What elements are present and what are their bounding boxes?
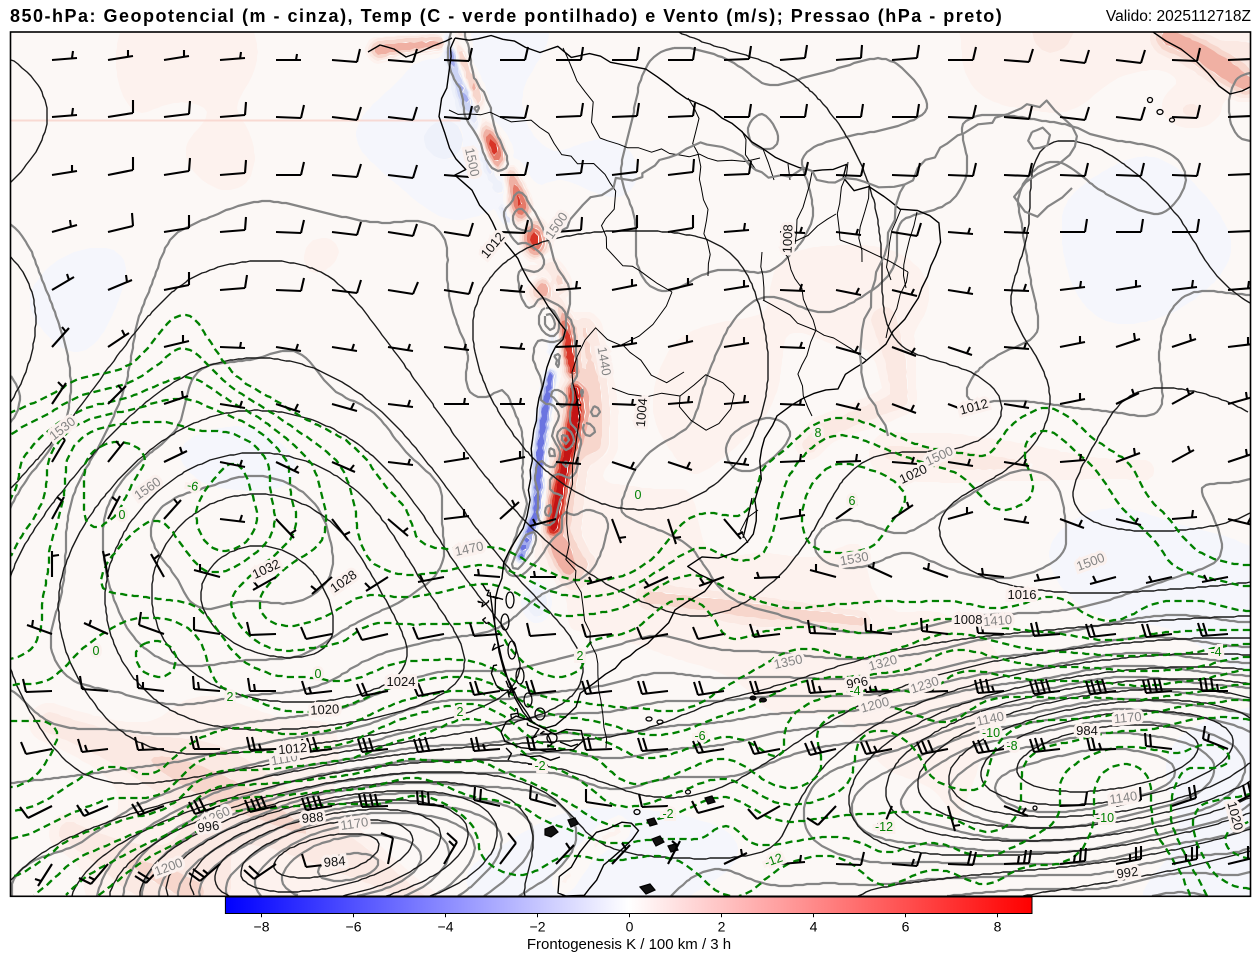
svg-text:-6: -6 bbox=[694, 729, 705, 743]
svg-text:-10: -10 bbox=[982, 726, 1000, 740]
svg-text:-4: -4 bbox=[1210, 645, 1221, 659]
svg-text:0: 0 bbox=[635, 488, 642, 502]
svg-text:−2: −2 bbox=[530, 919, 546, 935]
svg-text:1020: 1020 bbox=[310, 701, 340, 717]
svg-text:992: 992 bbox=[1116, 864, 1140, 882]
svg-text:Frontogenesis K / 100 km / 3 h: Frontogenesis K / 100 km / 3 h bbox=[527, 936, 731, 953]
svg-text:-4: -4 bbox=[849, 684, 860, 698]
svg-text:2: 2 bbox=[227, 690, 234, 704]
svg-text:−6: −6 bbox=[346, 919, 362, 935]
svg-text:−8: −8 bbox=[254, 919, 270, 935]
svg-text:6: 6 bbox=[849, 494, 856, 508]
svg-text:8: 8 bbox=[815, 426, 822, 440]
svg-text:-2: -2 bbox=[534, 759, 545, 773]
svg-text:1170: 1170 bbox=[1113, 709, 1142, 726]
svg-text:−4: −4 bbox=[438, 919, 454, 935]
svg-text:1012: 1012 bbox=[278, 740, 308, 757]
svg-text:-12: -12 bbox=[875, 820, 893, 834]
svg-text:1024: 1024 bbox=[387, 674, 416, 689]
svg-text:8: 8 bbox=[994, 919, 1002, 935]
svg-text:0: 0 bbox=[93, 644, 100, 658]
svg-text:2: 2 bbox=[577, 649, 584, 663]
svg-text:1008: 1008 bbox=[954, 612, 983, 627]
svg-text:988: 988 bbox=[301, 809, 324, 826]
svg-text:996: 996 bbox=[197, 818, 221, 836]
svg-text:-2: -2 bbox=[662, 807, 673, 821]
svg-text:984: 984 bbox=[1076, 723, 1098, 738]
svg-text:1004: 1004 bbox=[633, 398, 650, 428]
svg-text:Valido: 2025112718Z: Valido: 2025112718Z bbox=[1106, 8, 1251, 25]
svg-text:2: 2 bbox=[457, 705, 464, 719]
svg-text:1410: 1410 bbox=[983, 612, 1013, 629]
svg-text:0: 0 bbox=[626, 919, 634, 935]
svg-text:984: 984 bbox=[323, 853, 346, 870]
svg-text:-10: -10 bbox=[1096, 811, 1114, 825]
svg-text:4: 4 bbox=[810, 919, 818, 935]
svg-text:1008: 1008 bbox=[780, 224, 796, 253]
svg-text:0: 0 bbox=[119, 508, 126, 522]
svg-text:850-hPa: Geopotencial (m - cin: 850-hPa: Geopotencial (m - cinza), Temp … bbox=[10, 6, 1003, 26]
svg-text:6: 6 bbox=[902, 919, 910, 935]
svg-text:2: 2 bbox=[718, 919, 726, 935]
svg-text:1016: 1016 bbox=[1008, 587, 1037, 602]
svg-text:-8: -8 bbox=[1006, 739, 1017, 753]
svg-text:0: 0 bbox=[315, 667, 322, 681]
